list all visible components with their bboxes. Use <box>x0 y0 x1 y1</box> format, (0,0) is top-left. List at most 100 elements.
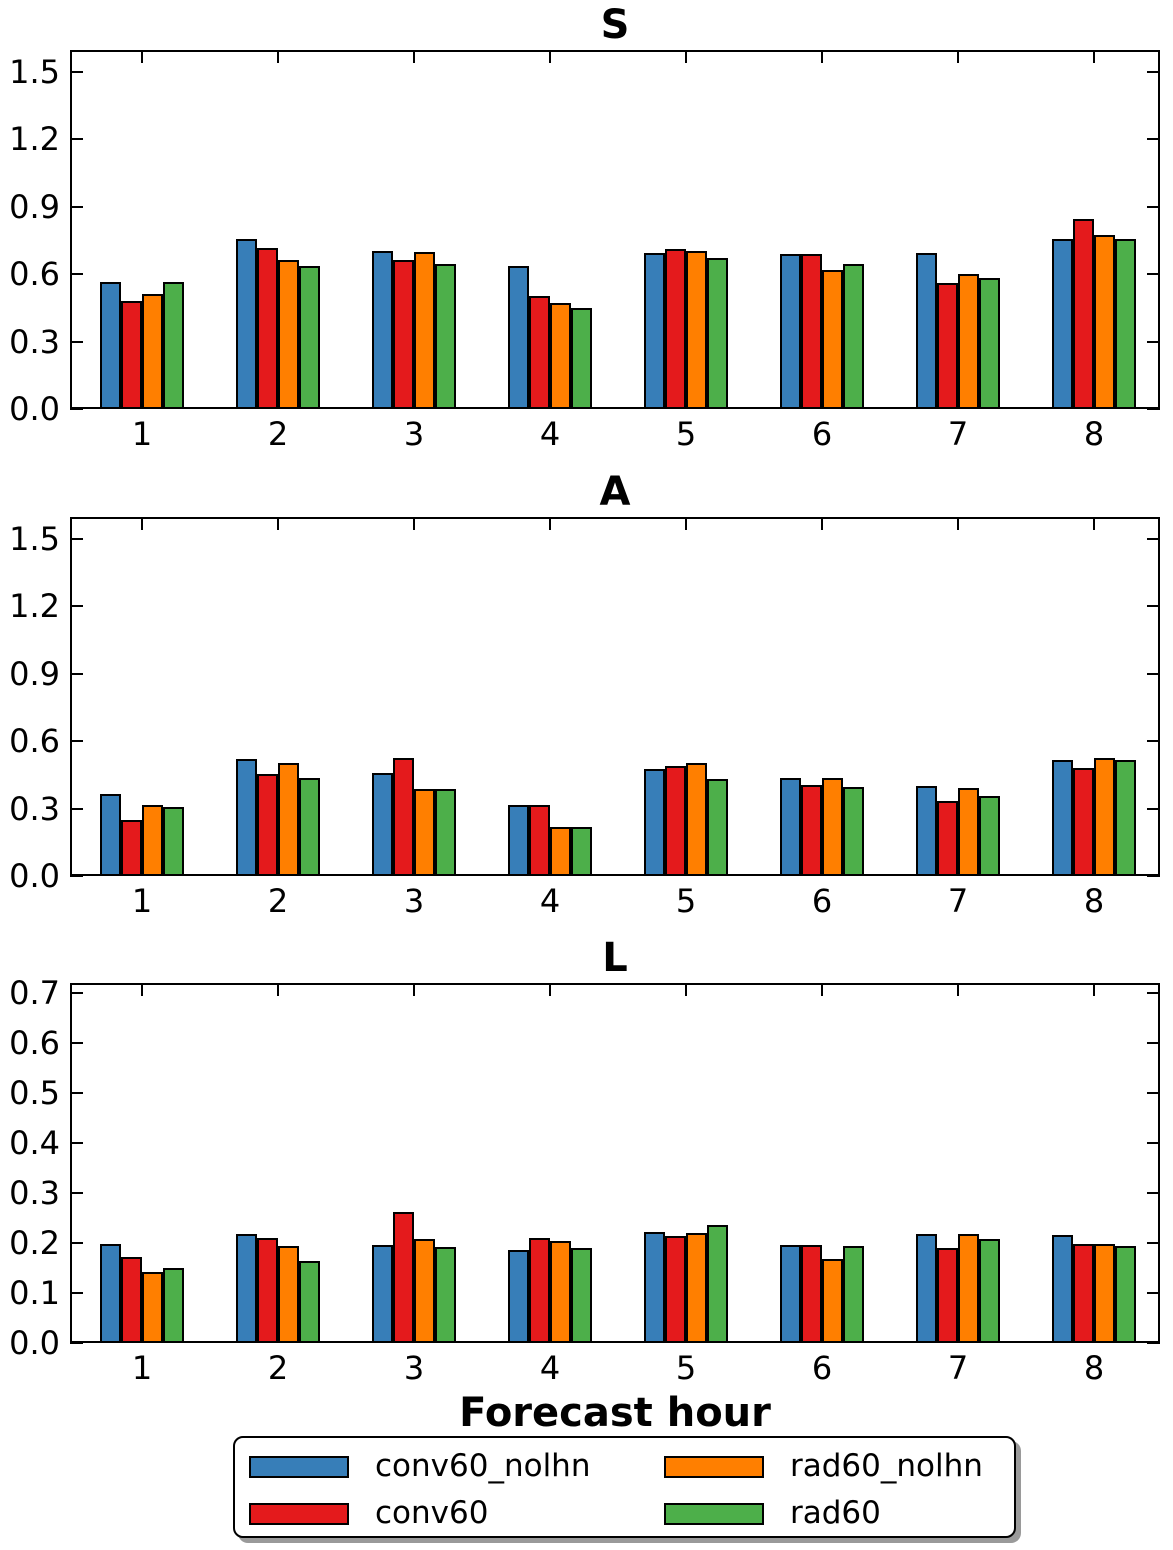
bar-rad60-a-7 <box>979 796 1000 876</box>
x-tick-label-a-2: 2 <box>267 882 289 920</box>
bar-conv60_nolhn-a-7 <box>916 786 937 876</box>
x-tick-a-8 <box>1093 517 1095 530</box>
bar-conv60-s-5 <box>665 249 686 409</box>
y-tick-a-1.5 <box>1147 537 1160 540</box>
bar-conv60-l-6 <box>801 1245 822 1343</box>
bar-rad60-a-2 <box>299 778 320 876</box>
bar-rad60_nolhn-s-2 <box>278 260 299 409</box>
x-tick-s-2 <box>277 50 279 63</box>
x-tick-label-l-1: 1 <box>131 1349 153 1387</box>
bar-rad60_nolhn-s-7 <box>958 274 979 409</box>
x-tick-label-a-6: 6 <box>811 882 833 920</box>
bar-rad60-l-1 <box>163 1268 184 1343</box>
bar-conv60_nolhn-s-3 <box>372 251 393 409</box>
y-tick-a-0.3 <box>1147 807 1160 810</box>
legend-item-conv60: conv60 <box>249 1498 488 1529</box>
bar-rad60-s-1 <box>163 282 184 409</box>
bar-rad60-l-7 <box>979 1239 1000 1343</box>
bar-rad60_nolhn-l-1 <box>142 1272 163 1343</box>
bar-conv60-s-3 <box>393 260 414 409</box>
legend-swatch-rad60 <box>664 1502 764 1525</box>
bar-rad60_nolhn-s-6 <box>822 270 843 409</box>
y-tick-a-1.2 <box>1147 605 1160 608</box>
x-tick-label-l-3: 3 <box>403 1349 425 1387</box>
bar-rad60-l-4 <box>571 1248 592 1343</box>
bar-conv60_nolhn-l-6 <box>780 1245 801 1343</box>
y-tick-s-0.9 <box>1147 205 1160 208</box>
bar-conv60-l-7 <box>937 1248 958 1343</box>
bar-rad60_nolhn-s-3 <box>414 252 435 409</box>
bar-conv60_nolhn-l-7 <box>916 1234 937 1343</box>
legend-item-rad60: rad60 <box>664 1498 881 1529</box>
legend-label-rad60_nolhn: rad60_nolhn <box>790 1448 983 1484</box>
bar-conv60_nolhn-a-4 <box>508 805 529 876</box>
x-tick-label-a-7: 7 <box>947 882 969 920</box>
y-tick-label-l-0.4: 0.4 <box>9 1124 60 1162</box>
bar-rad60-a-4 <box>571 827 592 876</box>
y-tick-label-l-0.0: 0.0 <box>9 1324 60 1362</box>
bar-conv60-a-8 <box>1073 768 1094 876</box>
bar-conv60_nolhn-s-7 <box>916 253 937 409</box>
bar-rad60-l-5 <box>707 1225 728 1343</box>
y-tick-a-0.6 <box>1147 740 1160 743</box>
bar-conv60_nolhn-s-4 <box>508 266 529 409</box>
bar-conv60-s-6 <box>801 254 822 409</box>
y-tick-label-a-1.5: 1.5 <box>9 519 60 558</box>
legend-label-conv60_nolhn: conv60_nolhn <box>375 1448 591 1484</box>
bar-conv60_nolhn-l-5 <box>644 1232 665 1343</box>
x-tick-label-s-3: 3 <box>403 415 425 453</box>
x-tick-a-1 <box>141 517 143 530</box>
bar-rad60_nolhn-a-7 <box>958 788 979 876</box>
x-tick-l-3 <box>413 983 415 996</box>
bar-conv60-l-4 <box>529 1238 550 1343</box>
bar-conv60-a-3 <box>393 758 414 876</box>
bar-conv60_nolhn-a-2 <box>236 759 257 876</box>
y-tick-s-1.5 <box>1147 70 1160 73</box>
bar-conv60_nolhn-s-8 <box>1052 239 1073 409</box>
y-tick-label-s-0.9: 0.9 <box>9 187 60 226</box>
x-tick-a-3 <box>413 517 415 530</box>
legend-swatch-conv60 <box>249 1502 349 1525</box>
x-tick-a-2 <box>277 517 279 530</box>
x-tick-label-l-5: 5 <box>675 1349 697 1387</box>
x-tick-label-a-1: 1 <box>131 882 153 920</box>
bar-rad60_nolhn-s-1 <box>142 294 163 409</box>
bar-conv60-s-2 <box>257 248 278 409</box>
y-tick-l-0.0 <box>70 1342 83 1344</box>
bar-conv60_nolhn-a-5 <box>644 769 665 876</box>
x-tick-label-s-5: 5 <box>675 415 697 453</box>
x-tick-s-3 <box>413 50 415 63</box>
bar-conv60-l-5 <box>665 1236 686 1343</box>
bar-conv60_nolhn-s-1 <box>100 282 121 409</box>
y-tick-label-a-0.3: 0.3 <box>9 789 60 828</box>
bar-rad60_nolhn-a-5 <box>686 763 707 876</box>
y-tick-s-1.2 <box>1147 138 1160 141</box>
subplot-l-title: L <box>602 935 628 981</box>
legend-box: conv60_nolhn conv60 rad60_nolhn rad60 <box>233 1436 1016 1538</box>
bar-conv60-a-7 <box>937 801 958 876</box>
y-tick-l-0.2 <box>70 1242 83 1244</box>
x-tick-s-5 <box>685 50 687 63</box>
legend-label-conv60: conv60 <box>375 1495 489 1531</box>
bar-rad60_nolhn-l-7 <box>958 1234 979 1343</box>
bar-rad60_nolhn-l-5 <box>686 1233 707 1343</box>
bar-conv60-l-1 <box>121 1257 142 1343</box>
y-tick-label-a-1.2: 1.2 <box>9 587 60 626</box>
legend-label-rad60: rad60 <box>790 1495 881 1531</box>
bar-rad60-s-6 <box>843 264 864 409</box>
bar-rad60-l-2 <box>299 1261 320 1343</box>
x-tick-a-4 <box>549 517 551 530</box>
bar-conv60-l-3 <box>393 1212 414 1343</box>
x-tick-s-4 <box>549 50 551 63</box>
bar-conv60_nolhn-l-8 <box>1052 1235 1073 1343</box>
subplot-a-title: A <box>599 469 631 515</box>
y-tick-l-0.6 <box>1147 1042 1160 1044</box>
bar-conv60_nolhn-l-2 <box>236 1234 257 1343</box>
y-tick-a-0.6 <box>70 740 83 743</box>
bar-conv60-a-5 <box>665 766 686 876</box>
y-tick-l-0.7 <box>1147 992 1160 994</box>
x-tick-l-8 <box>1093 983 1095 996</box>
y-tick-label-l-0.5: 0.5 <box>9 1074 60 1112</box>
x-tick-l-2 <box>277 983 279 996</box>
